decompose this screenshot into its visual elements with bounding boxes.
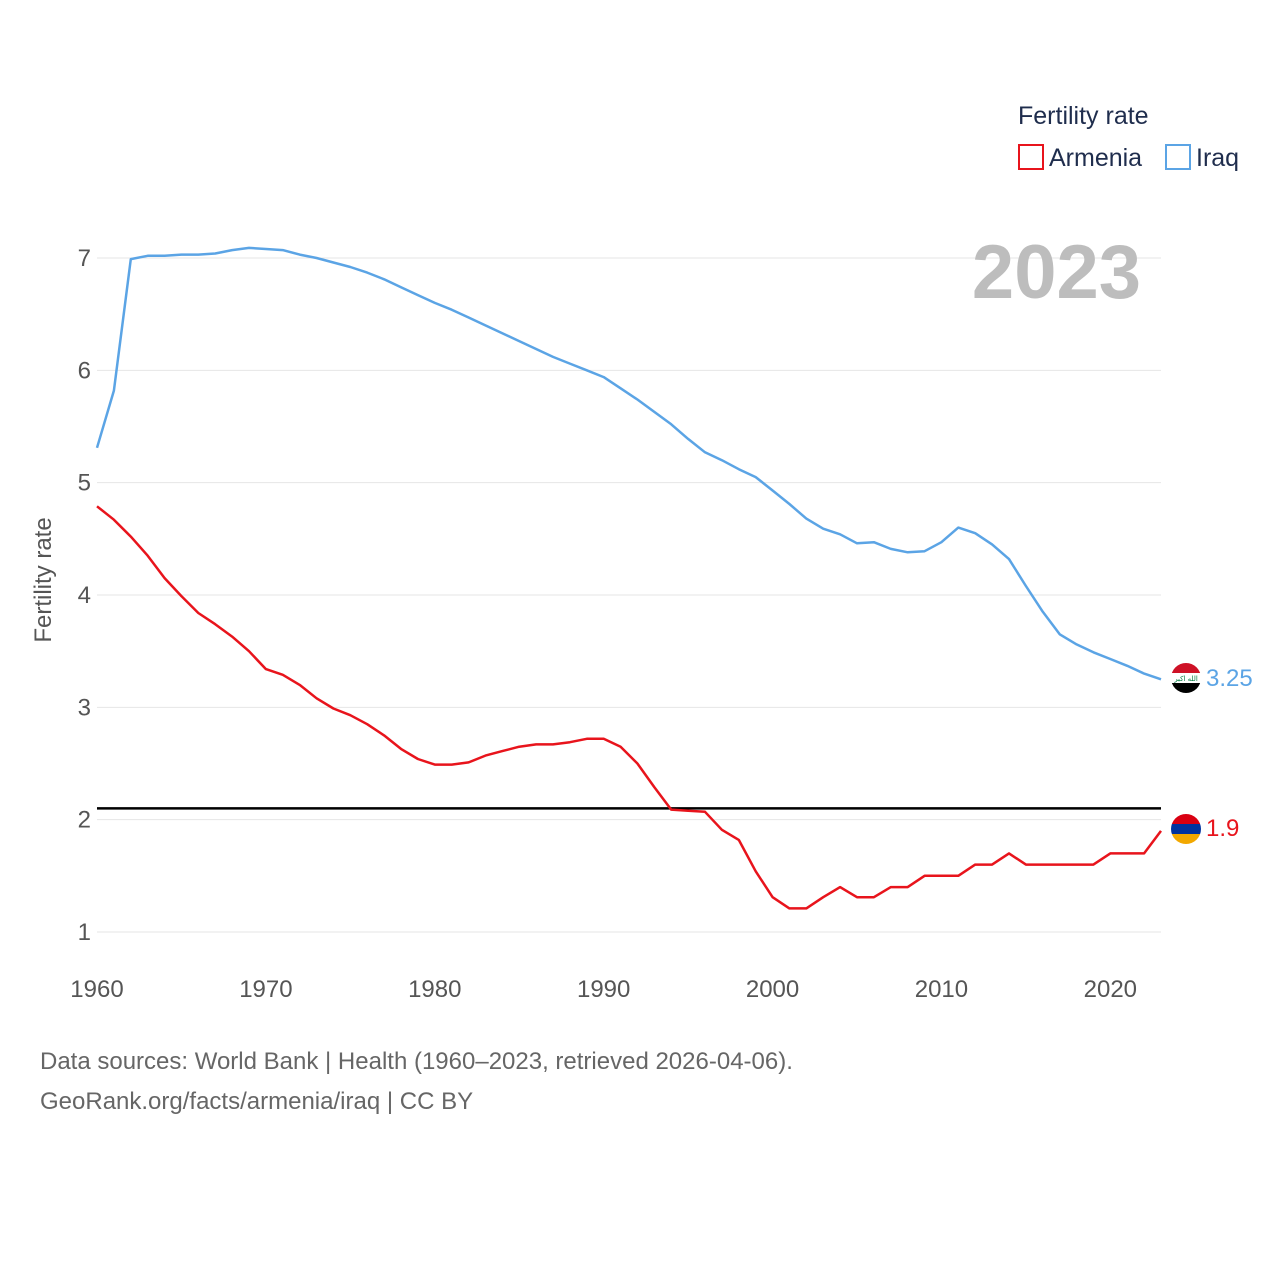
- x-tick-label: 1960: [70, 976, 123, 1003]
- y-tick-label: 4: [78, 582, 91, 609]
- y-tick-label: 7: [78, 245, 91, 272]
- y-tick-label: 6: [78, 357, 91, 384]
- footer: Data sources: World Bank | Health (1960–…: [40, 1042, 793, 1122]
- series-line-armenia: [96, 505, 1162, 910]
- iraq-flag-inscription: الله اكبر: [1173, 675, 1198, 683]
- x-tick-label: 2020: [1084, 976, 1137, 1003]
- legend-label-armenia[interactable]: Armenia: [1049, 144, 1142, 172]
- x-tick-label: 2010: [915, 976, 968, 1003]
- legend: Fertility rate Armenia Iraq: [1018, 102, 1239, 172]
- y-tick-label: 3: [78, 694, 91, 721]
- y-axis-ticks: 1 2 3 4 5 6 7: [78, 245, 91, 946]
- y-tick-label: 1: [78, 919, 91, 946]
- legend-swatch-armenia[interactable]: [1018, 144, 1044, 170]
- x-tick-label: 1990: [577, 976, 630, 1003]
- x-tick-label: 1980: [408, 976, 461, 1003]
- iraq-flag-icon: الله اكبر: [1171, 663, 1201, 693]
- gridlines: [97, 257, 1161, 933]
- series-line-iraq: [95, 246, 1162, 681]
- credit-link[interactable]: GeoRank.org/facts/armenia/iraq | CC BY: [40, 1088, 474, 1115]
- year-label: 2023: [972, 230, 1141, 315]
- legend-swatch-iraq[interactable]: [1165, 144, 1191, 170]
- legend-label-iraq[interactable]: Iraq: [1196, 144, 1239, 172]
- x-tick-label: 2000: [746, 976, 799, 1003]
- end-value-armenia: 1.9: [1206, 815, 1239, 842]
- legend-title: Fertility rate: [1018, 102, 1149, 130]
- series-lines: [95, 246, 1162, 910]
- y-tick-label: 5: [78, 470, 91, 497]
- armenia-flag-icon: [1171, 814, 1201, 844]
- y-axis-label: Fertility rate: [30, 517, 57, 642]
- x-axis-ticks: 1960 1970 1980 1990 2000 2010 2020: [70, 976, 1137, 1003]
- end-value-iraq: 3.25: [1206, 665, 1253, 692]
- y-tick-label: 2: [78, 807, 91, 834]
- x-tick-label: 1970: [239, 976, 292, 1003]
- data-source-note: Data sources: World Bank | Health (1960–…: [40, 1048, 793, 1075]
